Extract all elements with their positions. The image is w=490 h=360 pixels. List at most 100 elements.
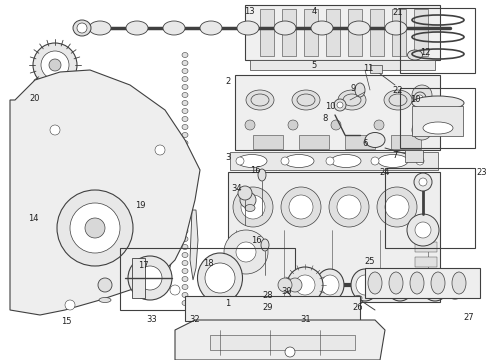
Circle shape [236, 157, 244, 165]
Bar [415, 242, 437, 252]
Ellipse shape [391, 275, 409, 295]
Circle shape [205, 263, 235, 293]
Polygon shape [10, 70, 200, 315]
Ellipse shape [337, 102, 343, 108]
Text: 30: 30 [282, 288, 293, 297]
Ellipse shape [412, 96, 464, 110]
Ellipse shape [182, 117, 188, 122]
Ellipse shape [182, 68, 188, 73]
Ellipse shape [182, 212, 188, 217]
Ellipse shape [182, 93, 188, 98]
Ellipse shape [356, 275, 374, 295]
Ellipse shape [331, 154, 361, 167]
Ellipse shape [182, 269, 188, 274]
Ellipse shape [182, 197, 188, 202]
Ellipse shape [325, 320, 335, 324]
Ellipse shape [320, 318, 340, 326]
Text: 9: 9 [350, 84, 356, 93]
Text: 15: 15 [61, 318, 71, 327]
Ellipse shape [182, 108, 188, 113]
Circle shape [407, 214, 439, 246]
Circle shape [65, 300, 75, 310]
Circle shape [70, 203, 120, 253]
Ellipse shape [182, 276, 188, 282]
Ellipse shape [261, 239, 269, 251]
Bar [185, 296, 360, 321]
Text: 2: 2 [225, 77, 231, 86]
Text: 12: 12 [420, 48, 430, 57]
Bar [260, 9, 274, 56]
Bar [299, 135, 329, 149]
Circle shape [371, 157, 379, 165]
Bar [245, 5, 440, 60]
Text: 6: 6 [362, 139, 368, 148]
Bar [282, 9, 296, 56]
Text: 1: 1 [225, 298, 231, 307]
Ellipse shape [182, 180, 188, 185]
Ellipse shape [417, 95, 423, 101]
Circle shape [245, 120, 255, 130]
Text: 14: 14 [28, 213, 38, 222]
Text: 26: 26 [353, 303, 363, 312]
Bar [385, 168, 475, 248]
Bar [230, 152, 438, 170]
Text: 16: 16 [251, 235, 261, 244]
Ellipse shape [182, 189, 188, 194]
Circle shape [414, 173, 432, 191]
Ellipse shape [182, 237, 188, 242]
Circle shape [155, 145, 165, 155]
Text: 20: 20 [30, 94, 40, 103]
Ellipse shape [316, 269, 344, 301]
Circle shape [241, 195, 265, 219]
Polygon shape [165, 165, 178, 275]
Ellipse shape [410, 272, 424, 294]
Circle shape [412, 85, 432, 105]
Bar [345, 135, 375, 149]
Ellipse shape [389, 272, 403, 294]
Ellipse shape [182, 85, 188, 90]
Text: 18: 18 [203, 260, 213, 269]
Circle shape [41, 51, 69, 79]
Ellipse shape [246, 90, 274, 110]
Circle shape [152, 237, 168, 253]
Circle shape [50, 125, 60, 135]
Ellipse shape [182, 149, 188, 153]
Ellipse shape [163, 21, 185, 35]
Bar [120, 248, 295, 310]
Ellipse shape [452, 272, 466, 294]
Circle shape [170, 285, 180, 295]
Circle shape [329, 187, 369, 227]
Text: 3: 3 [225, 153, 231, 162]
Circle shape [238, 186, 252, 200]
Ellipse shape [99, 297, 111, 302]
Bar [391, 135, 421, 149]
Circle shape [281, 157, 289, 165]
Bar [253, 135, 283, 149]
Bar [400, 88, 475, 148]
Text: 22: 22 [393, 86, 403, 95]
Ellipse shape [421, 269, 449, 301]
Ellipse shape [423, 122, 453, 134]
Ellipse shape [73, 20, 91, 36]
Circle shape [288, 278, 302, 292]
Circle shape [281, 187, 321, 227]
Bar [370, 65, 382, 73]
Circle shape [374, 120, 384, 130]
Ellipse shape [182, 77, 188, 81]
Circle shape [236, 242, 256, 262]
Ellipse shape [182, 60, 188, 66]
Ellipse shape [414, 92, 426, 104]
Text: 10: 10 [410, 95, 420, 104]
Ellipse shape [182, 157, 188, 162]
Text: 16: 16 [250, 166, 260, 175]
Ellipse shape [368, 272, 382, 294]
Circle shape [377, 187, 417, 227]
Text: 10: 10 [325, 102, 335, 111]
Ellipse shape [408, 50, 422, 60]
Text: 24: 24 [380, 167, 390, 176]
Circle shape [278, 278, 292, 292]
Bar [414, 9, 428, 56]
Ellipse shape [348, 21, 370, 35]
Bar [235, 75, 440, 150]
Circle shape [287, 267, 323, 303]
